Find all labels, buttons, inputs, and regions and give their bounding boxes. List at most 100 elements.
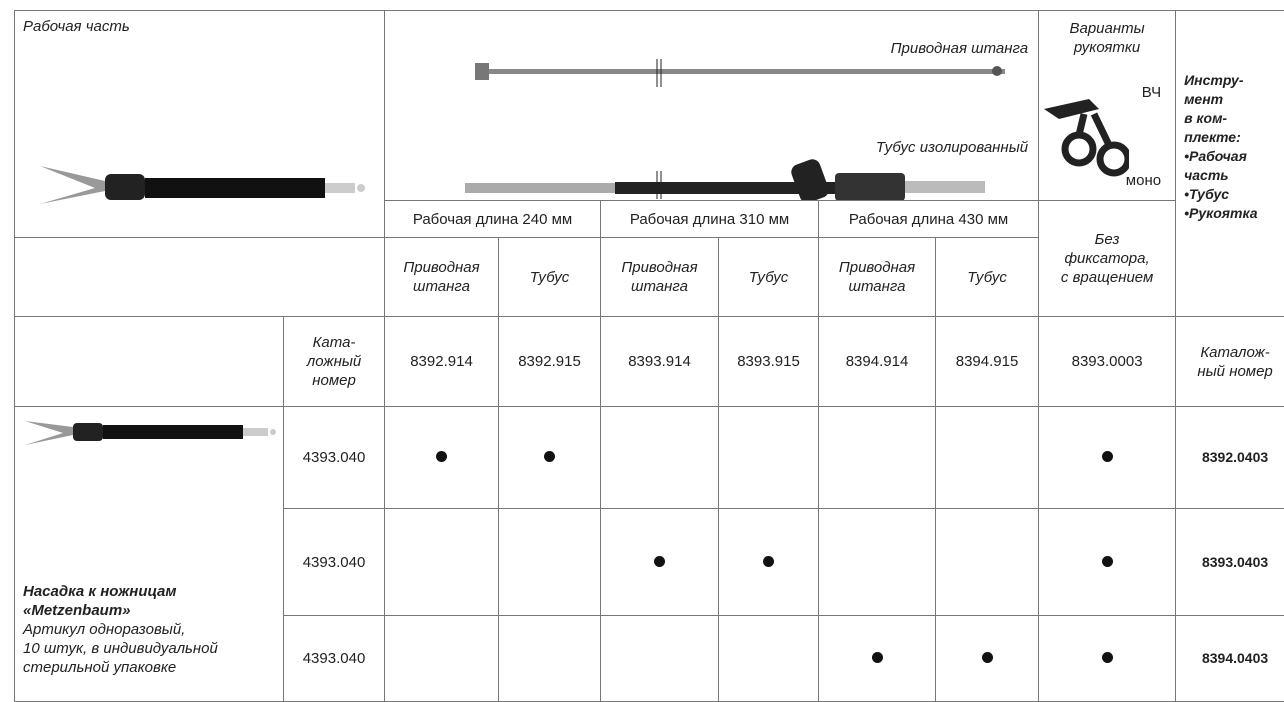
catalog-number: 8393.914 [601,317,719,407]
text: Ката- [313,334,356,351]
text: рукоятки [1074,39,1140,56]
dot-cell [1039,616,1176,702]
part-number: 4393.040 [284,616,385,702]
catalog-number: 8393.915 [719,317,819,407]
text: Артикул одноразовый, [23,621,185,638]
parts-image [385,11,1025,201]
dot-cell [601,509,719,616]
text: Без [1095,231,1120,248]
catalog-table: Рабочая часть Приводная штанга Тубус изо… [14,10,1284,702]
set-number: 8393.0403 [1176,509,1284,616]
dot [763,556,774,567]
text: Приводная [403,259,479,276]
dot [654,556,665,567]
dot-cell [819,509,936,616]
text: стерильной упаковке [23,659,176,676]
dot-cell [936,616,1039,702]
dot-cell [499,616,601,702]
text: •Рукоятка [1184,205,1257,221]
blank [15,317,284,407]
product-name: Насадка к ножницам«Metzenbaum» [23,582,218,620]
dot-cell [719,509,819,616]
part-number: 4393.040 [284,509,385,616]
text: штанга [413,278,470,295]
text: Варианты [1069,20,1144,37]
dot-cell [385,407,499,509]
product-description: Артикул одноразовый,10 штук, в индивидуа… [23,620,218,677]
text: ложный [307,353,361,370]
dot [872,652,883,663]
dot-cell [499,407,601,509]
hf-label: ВЧ [1142,83,1161,102]
catalog-label: Ката-ложный номер [284,317,385,407]
text: в ком- [1184,110,1227,126]
length: Рабочая длина 240 мм [385,201,601,238]
text: часть [1184,167,1229,183]
subheader: Тубус [719,238,819,317]
subheader: Тубус [499,238,601,317]
text: •Рабочая [1184,148,1247,164]
set-number: 8394.0403 [1176,616,1284,702]
catalog-number: 8393.0003 [1039,317,1176,407]
dot [982,652,993,663]
dot-cell [819,616,936,702]
text: Тубус [967,269,1007,286]
product-image [23,413,283,453]
subheader: Приводная штанга [601,238,719,317]
dot-cell [601,616,719,702]
dot-cell [936,509,1039,616]
text: Приводная [621,259,697,276]
set-number: 8392.0403 [1176,407,1284,509]
length: Рабочая длина 430 мм [819,201,1039,238]
text: ный номер [1197,363,1272,380]
text: Приводная [839,259,915,276]
dot-cell [719,407,819,509]
catalog-label-right: Каталож-ный номер [1176,317,1284,407]
dot-cell [601,407,719,509]
dot-cell [936,407,1039,509]
catalog-number: 8392.914 [385,317,499,407]
text: Каталож- [1200,344,1269,361]
catalog-number: 8392.915 [499,317,601,407]
dot-cell [719,616,819,702]
text: фиксатора, [1065,250,1150,267]
dot-cell [1039,509,1176,616]
product-cell: Насадка к ножницам«Metzenbaum»Артикул од… [15,407,284,702]
dot-cell [385,509,499,616]
dot-cell [819,407,936,509]
instrument-image [35,146,375,226]
text: Тубус [749,269,789,286]
row: Насадка к ножницам«Metzenbaum»Артикул од… [15,407,1284,509]
text: плекте: [1184,129,1241,145]
text: •Тубус [1184,186,1229,202]
dot [1102,556,1113,567]
subheader: Приводная штанга [385,238,499,317]
dot-cell [1039,407,1176,509]
subheader: Тубус [936,238,1039,317]
working-part-label: Рабочая часть [23,17,376,36]
mono-label: моно [1126,171,1161,190]
part-number: 4393.040 [284,407,385,509]
dot [1102,652,1113,663]
dot-cell [385,616,499,702]
dot [1102,451,1113,462]
handle-image [1039,79,1129,189]
instrument-parts-cell: Приводная штанга Тубус изолированный [385,11,1039,201]
blank [15,238,385,317]
handle-cell: Варианты рукоятки ВЧ моно [1039,11,1176,201]
dot [544,451,555,462]
length: Рабочая длина 310 мм [601,201,819,238]
dot [436,451,447,462]
text: штанга [631,278,688,295]
text: с вращением [1061,269,1153,286]
text: мент [1184,91,1223,107]
text: номер [312,372,356,389]
product-text: Насадка к ножницам«Metzenbaum»Артикул од… [23,582,218,677]
catalog-number: 8394.915 [936,317,1039,407]
handle-label: Варианты рукоятки [1039,19,1175,57]
text: Насадка к ножницам [23,583,176,600]
handle-type: Без фиксатора, с вращением [1039,201,1176,317]
